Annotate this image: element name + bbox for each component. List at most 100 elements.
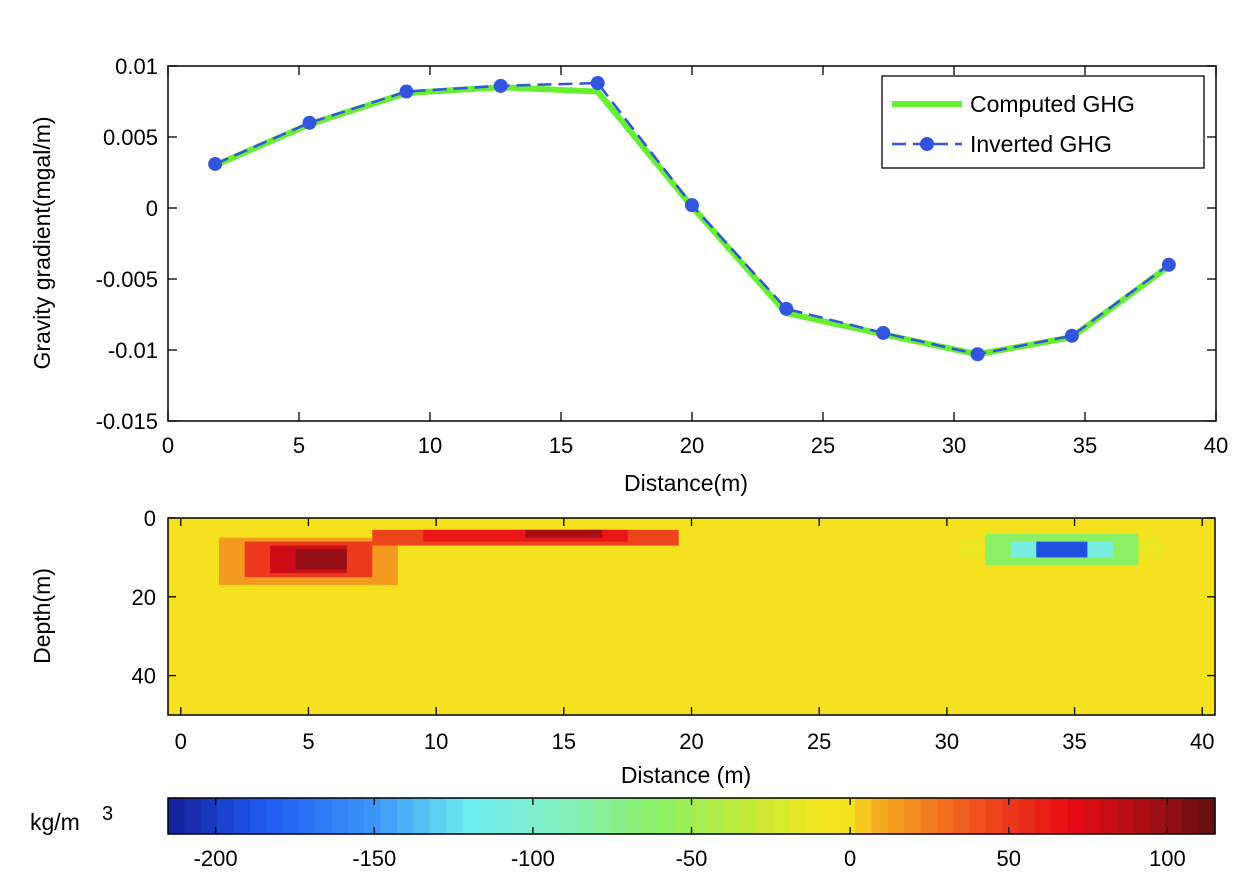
colorbar-cell [724,798,742,834]
inverted-ghg-point [779,301,794,316]
legend-computed-ghg-label: Computed GHG [970,91,1135,117]
colorbar-cell [1133,798,1151,834]
line-plot-y-tick-labels: 0.01 0.005 0 -0.005 -0.01 -0.015 [96,54,158,434]
x-tick-label: 0 [162,433,174,458]
inverted-ghg-point [1161,257,1176,272]
colorbar-cell [707,798,725,834]
colorbar-tick-label: -100 [511,846,555,871]
colorbar-cell [642,798,660,834]
colorbar-cell [969,798,987,834]
colorbar-cell [331,798,349,834]
colorbar-cell [1084,798,1102,834]
x-tick-label: 10 [418,433,442,458]
x-tick-label: 40 [1204,433,1228,458]
inverted-ghg-point [399,84,414,99]
colorbar-cell [184,798,202,834]
colorbar: -200 -150 -100 -50 0 50 100 kg/m 3 [30,797,1216,871]
y-tick-label: -0.015 [96,409,158,434]
colorbar-cell [544,798,562,834]
colorbar-cell [1198,798,1216,834]
colorbar-cell [413,798,431,834]
colorbar-tick-labels: -200 -150 -100 -50 0 50 100 [194,846,1186,871]
heatmap-cell [525,529,603,538]
y-tick-label: 0 [144,506,156,531]
colorbar-cell [511,798,529,834]
inverted-ghg-point [685,198,699,213]
colorbar-cell [429,798,447,834]
heatmap-y-axis-label: Depth(m) [29,568,55,664]
x-tick-label: 20 [679,729,703,754]
colorbar-cell [364,798,382,834]
colorbar-cell [560,798,578,834]
colorbar-cell [1051,798,1069,834]
colorbar-tick-label: -50 [676,846,708,871]
colorbar-tick-label: -150 [352,846,396,871]
y-tick-label: -0.01 [108,338,158,363]
heatmap-anomaly-cells [219,529,1164,585]
colorbar-cell [478,798,496,834]
colorbar-cell [773,798,791,834]
inverted-ghg-point [302,115,317,130]
y-tick-label: 0 [146,196,158,221]
colorbar-cell [838,798,856,834]
inverted-ghg-point [1064,328,1079,343]
colorbar-cell [298,798,316,834]
colorbar-cell [936,798,954,834]
colorbar-tick-label: 100 [1149,846,1186,871]
x-tick-label: 15 [552,729,576,754]
colorbar-cell [1116,798,1134,834]
colorbar-cell [626,798,644,834]
colorbar-cell [233,798,251,834]
x-tick-label: 35 [1062,729,1086,754]
x-tick-label: 30 [935,729,959,754]
colorbar-cell [675,798,693,834]
colorbar-unit-label: kg/m [30,809,80,835]
colorbar-cell [920,798,938,834]
colorbar-cell [740,798,758,834]
line-plot: 0 5 10 15 20 25 30 35 40 0.01 0.005 0 -0.005 -0.01 -0… [29,54,1228,496]
colorbar-cell [1165,798,1183,834]
x-tick-label: 10 [424,729,448,754]
colorbar-cell [789,798,807,834]
colorbar-cell [1182,798,1200,834]
inverted-ghg-point [208,156,223,171]
colorbar-cell [1018,798,1036,834]
colorbar-cell [168,798,185,834]
colorbar-cell [249,798,267,834]
inverted-ghg-point [493,78,508,93]
colorbar-tick-label: 0 [844,846,856,871]
legend-box [881,75,1205,169]
colorbar-cell [904,798,922,834]
colorbar-cell [462,798,480,834]
colorbar-cell [347,798,365,834]
colorbar-cell [200,798,218,834]
colorbar-cell [1100,798,1118,834]
x-tick-label: 35 [1073,433,1097,458]
line-plot-y-axis-label: Gravity gradient(mgal/m) [29,116,55,369]
colorbar-cell [985,798,1003,834]
heatmap-y-tick-labels: 0 20 40 [132,506,156,689]
colorbar-cell [658,798,676,834]
line-plot-x-axis-label: Distance(m) [624,470,748,496]
heatmap-x-axis-label: Distance (m) [621,762,751,788]
colorbar-cell [887,798,905,834]
colorbar-cell [953,798,971,834]
inverted-ghg-point [590,76,605,91]
y-tick-label: -0.005 [96,267,158,292]
x-tick-label: 5 [302,729,314,754]
colorbar-cell [380,798,398,834]
colorbar-cell [871,798,889,834]
x-tick-label: 40 [1190,729,1214,754]
colorbar-cell [1149,798,1167,834]
colorbar-cell [217,798,235,834]
colorbar-ticks [214,798,1169,834]
colorbar-cell [855,798,873,834]
colorbar-cell [1002,798,1020,834]
x-tick-label: 30 [942,433,966,458]
colorbar-cell [593,798,611,834]
legend: Computed GHG Inverted GHG [881,75,1205,169]
colorbar-cell [495,798,513,834]
line-plot-ticks [167,65,1217,422]
series-inverted-ghg-markers [208,76,1176,362]
